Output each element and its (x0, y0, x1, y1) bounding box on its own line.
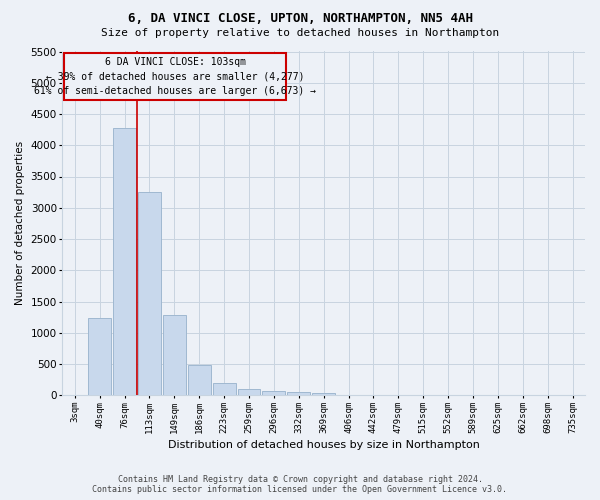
Bar (138, 192, 161, 395)
Bar (262, 391, 286, 395)
Bar (212, 384, 236, 395)
Text: 6 DA VINCI CLOSE: 103sqm
← 39% of detached houses are smaller (4,277)
61% of sem: 6 DA VINCI CLOSE: 103sqm ← 39% of detach… (34, 56, 316, 96)
Bar (88, 318, 111, 395)
Y-axis label: Number of detached properties: Number of detached properties (15, 142, 25, 306)
Text: Size of property relative to detached houses in Northampton: Size of property relative to detached ho… (101, 28, 499, 38)
Text: Contains HM Land Registry data © Crown copyright and database right 2024.
Contai: Contains HM Land Registry data © Crown c… (92, 474, 508, 494)
Text: 6, DA VINCI CLOSE, UPTON, NORTHAMPTON, NN5 4AH: 6, DA VINCI CLOSE, UPTON, NORTHAMPTON, N… (128, 12, 473, 26)
FancyBboxPatch shape (64, 52, 286, 100)
Bar (188, 365, 211, 395)
Bar (238, 388, 260, 395)
Bar (163, 316, 186, 395)
Bar (113, 128, 136, 395)
Bar (312, 393, 335, 395)
Bar (287, 392, 310, 395)
X-axis label: Distribution of detached houses by size in Northampton: Distribution of detached houses by size … (168, 440, 479, 450)
